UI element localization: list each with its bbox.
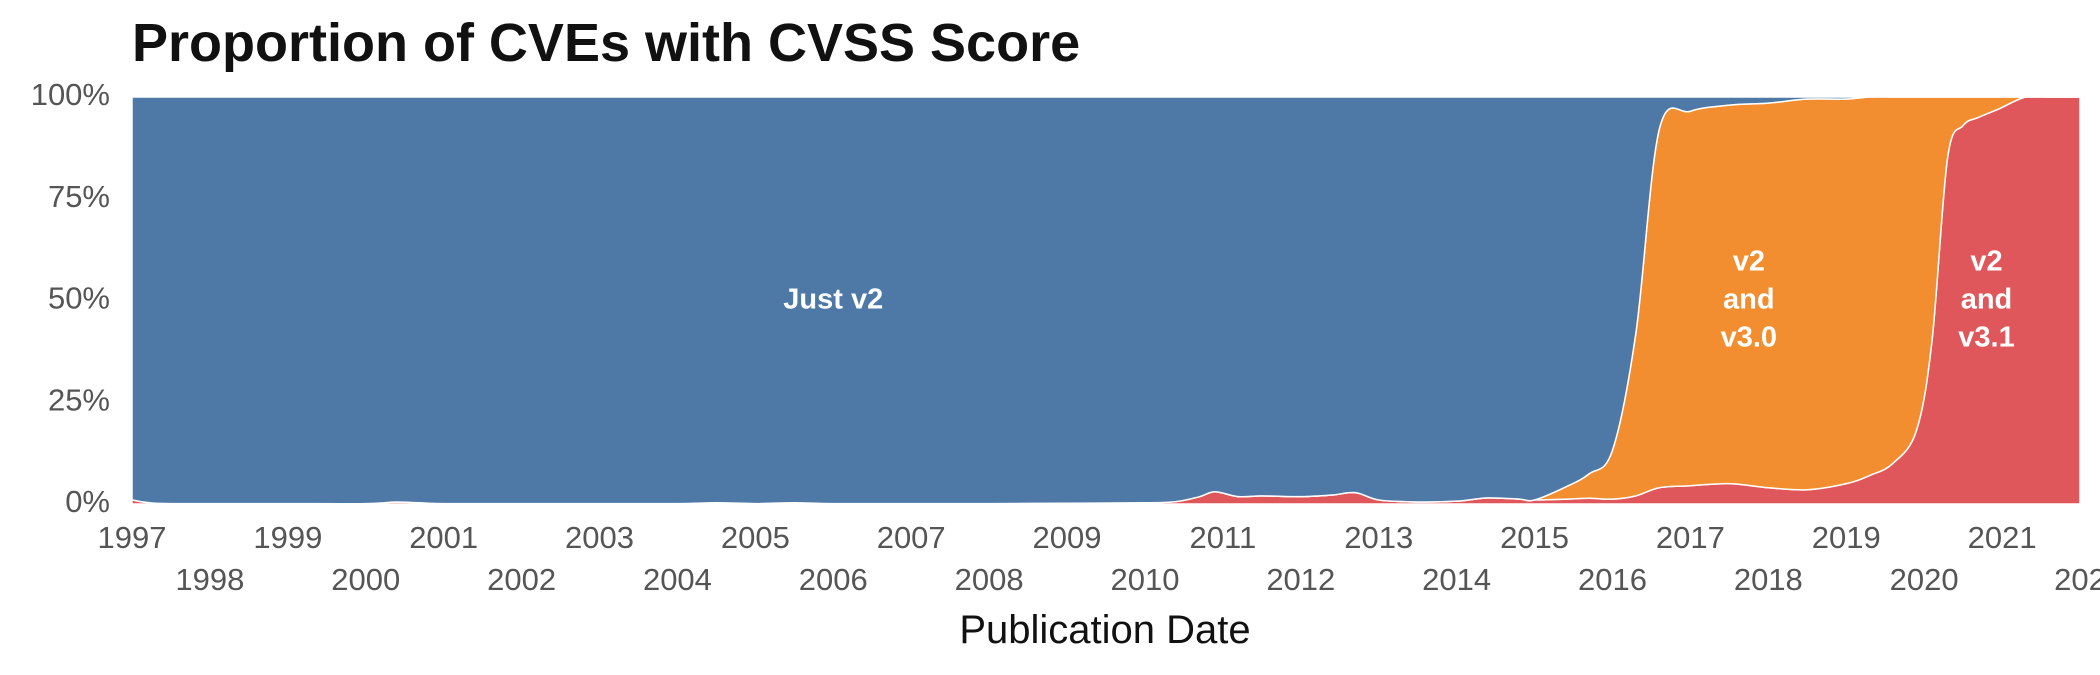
y-tick-label: 75%: [48, 179, 110, 214]
x-tick-label: 1998: [175, 562, 244, 597]
x-tick-label: 2006: [799, 562, 868, 597]
series-label-just-v2: Just v2: [783, 283, 883, 315]
x-tick-label: 2000: [331, 562, 400, 597]
area-just-v2: [131, 96, 2081, 505]
x-tick-label: 2014: [1422, 562, 1491, 597]
chart-title: Proportion of CVEs with CVSS Score: [132, 13, 1081, 73]
x-tick-label: 2011: [1190, 520, 1257, 555]
x-tick-label: 2003: [565, 520, 634, 555]
x-tick-label: 2018: [1734, 562, 1803, 597]
y-tick-label: 50%: [48, 281, 110, 316]
x-tick-label: 2020: [1890, 562, 1959, 597]
x-tick-label: 2009: [1033, 520, 1102, 555]
x-tick-label: 2021: [1968, 520, 2037, 555]
y-tick-label: 0%: [65, 484, 110, 519]
x-tick-label: 2002: [487, 562, 556, 597]
x-tick-label: 1997: [98, 520, 167, 555]
x-tick-label: 1999: [253, 520, 322, 555]
x-tick-label: 2012: [1266, 562, 1335, 597]
x-tick-label: 2016: [1578, 562, 1647, 597]
series-label-v2-and-v3-0: v2 and v3.0: [1721, 245, 1777, 353]
y-tick-label: 25%: [48, 382, 110, 417]
x-axis-title: Publication Date: [959, 608, 1250, 652]
y-tick-label: 100%: [31, 77, 110, 112]
x-tick-label: 2005: [721, 520, 790, 555]
x-tick-label: 202: [2054, 562, 2100, 597]
x-tick-label: 2017: [1656, 520, 1725, 555]
x-tick-label: 2004: [643, 562, 712, 597]
series-label-v2-and-v3-1: v2 and v3.1: [1958, 245, 2014, 353]
area-layer: [131, 95, 2081, 505]
y-axis: 0% 25% 50% 75% 100%: [31, 77, 110, 519]
x-tick-label: 2007: [877, 520, 946, 555]
x-tick-label: 2013: [1344, 520, 1413, 555]
x-tick-label: 2010: [1110, 562, 1179, 597]
x-tick-label: 2008: [955, 562, 1024, 597]
x-tick-label: 2001: [409, 520, 478, 555]
x-tick-label: 2019: [1812, 520, 1881, 555]
x-tick-label: 2015: [1500, 520, 1569, 555]
series-label-layer: v2 and v3.1 v2 and v3.0 Just v2: [783, 245, 2014, 353]
